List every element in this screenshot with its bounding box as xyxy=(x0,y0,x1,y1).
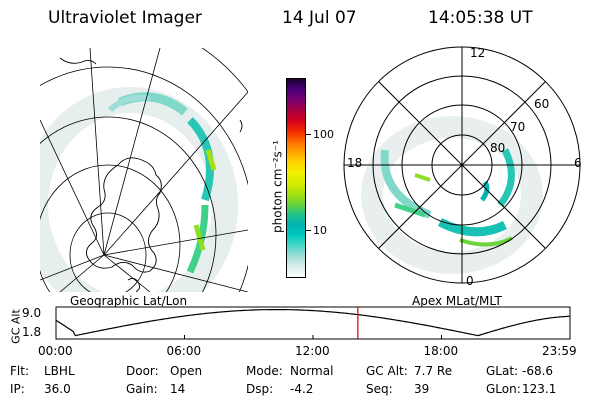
altitude-xtick-label: 06:00 xyxy=(166,344,202,358)
mlt-label-0: 0 xyxy=(466,274,474,288)
info-value: 123.1 xyxy=(522,382,557,396)
lat-lon-grid xyxy=(40,48,248,292)
altitude-xtick-label: 23:59 xyxy=(542,344,577,358)
colorbar-tick-label: 10 xyxy=(313,224,327,237)
info-value: 36.0 xyxy=(44,382,71,396)
aurora-oval-geographic xyxy=(40,87,238,292)
polar-grid xyxy=(343,46,581,284)
info-value: Normal xyxy=(290,364,334,378)
info-label: Mode: xyxy=(246,364,283,378)
aurora-oval-apex xyxy=(361,116,543,274)
mlt-label-12: 12 xyxy=(470,46,486,60)
altitude-ytick-max: 9.0 xyxy=(22,306,42,320)
date-label: 14 Jul 07 xyxy=(282,8,357,28)
colorbar xyxy=(286,78,306,278)
left-panel-label: Geographic Lat/Lon xyxy=(70,294,188,308)
altitude-xtick-label: 12:00 xyxy=(295,344,330,358)
altitude-ytick-min: 1.8 xyxy=(22,325,42,339)
info-value: -4.2 xyxy=(290,382,314,396)
colorbar-tick-mark xyxy=(306,230,311,231)
coastline xyxy=(59,57,243,292)
info-label: Gain: xyxy=(126,382,158,396)
info-label: Dsp: xyxy=(246,382,274,396)
info-label: IP: xyxy=(10,382,25,396)
info-label: Seq: xyxy=(366,382,393,396)
info-label: GLat: xyxy=(486,364,519,378)
instrument-title: Ultraviolet Imager xyxy=(48,8,202,28)
lat-label-80: 80 xyxy=(490,141,506,155)
altitude-plot-frame xyxy=(55,306,571,340)
time-label: 14:05:38 UT xyxy=(428,8,533,28)
altitude-curve xyxy=(55,309,571,337)
right-panel-label: Apex MLat/MLT xyxy=(412,294,502,308)
info-label: Flt: xyxy=(10,364,29,378)
info-value: Open xyxy=(170,364,203,378)
colorbar-tick-mark xyxy=(306,134,311,135)
info-label: GC Alt: xyxy=(366,364,408,378)
info-label: GLon: xyxy=(486,382,521,396)
colorbar-tick-label: 100 xyxy=(313,128,334,141)
altitude-xtick-label: 18:00 xyxy=(423,344,459,358)
lat-label-60: 60 xyxy=(534,97,550,111)
lat-label-70: 70 xyxy=(510,120,526,134)
mlt-label-18: 18 xyxy=(347,156,363,170)
info-value: 7.7 Re xyxy=(414,364,453,378)
info-label: Door: xyxy=(126,364,159,378)
info-value: LBHL xyxy=(44,364,75,378)
info-value: 39 xyxy=(414,382,430,396)
altitude-xtick-label: 00:00 xyxy=(38,344,73,358)
info-value: 14 xyxy=(170,382,186,396)
mlt-label-6: 6 xyxy=(574,156,582,170)
info-value: -68.6 xyxy=(522,364,554,378)
